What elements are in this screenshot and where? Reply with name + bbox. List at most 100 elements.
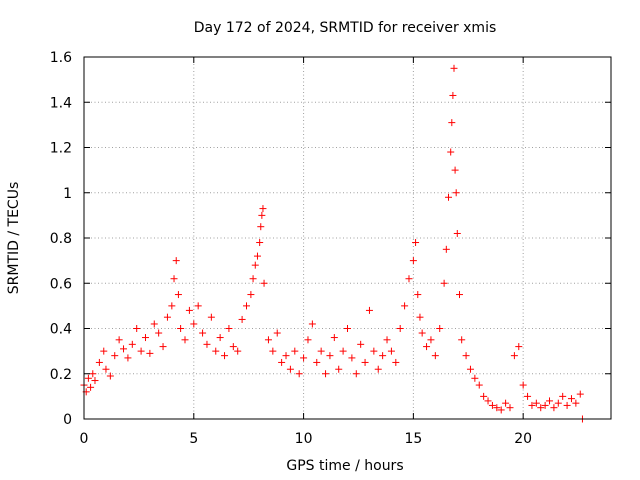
data-point (379, 352, 387, 360)
y-tick-labels: 0 0.2 0.4 0.6 0.8 1 1.2 1.4 1.6 (50, 50, 72, 428)
data-point (409, 257, 417, 265)
data-point (374, 365, 382, 373)
data-point (458, 336, 466, 344)
y-tick-label: 1.4 (50, 95, 72, 111)
data-point (484, 397, 492, 405)
data-point (414, 291, 422, 299)
data-point (453, 229, 461, 237)
data-point (234, 347, 242, 355)
data-point (259, 205, 267, 213)
data-point (493, 404, 501, 412)
data-point (115, 336, 123, 344)
data-point (326, 352, 334, 360)
data-point (251, 261, 259, 269)
data-point (238, 315, 246, 323)
data-point (352, 370, 360, 378)
data-point (163, 313, 171, 321)
data-point (185, 306, 193, 314)
data-point (212, 347, 220, 355)
data-point (155, 329, 163, 337)
data-point (451, 166, 459, 174)
data-point (462, 352, 470, 360)
data-point (146, 349, 154, 357)
data-point (258, 211, 266, 219)
data-point (392, 358, 400, 366)
data-point (291, 347, 299, 355)
data-point (524, 392, 532, 400)
data-point (515, 343, 523, 351)
data-point (448, 119, 456, 127)
y-tick-label: 0 (63, 412, 72, 428)
data-point (440, 279, 448, 287)
data-point (405, 275, 413, 283)
data-point (502, 399, 510, 407)
data-point (286, 365, 294, 373)
data-point (273, 329, 281, 337)
data-point (100, 347, 108, 355)
data-point (124, 354, 132, 362)
data-point (207, 313, 215, 321)
data-point (84, 374, 92, 382)
data-point (330, 334, 338, 342)
data-point (190, 320, 198, 328)
data-point (455, 291, 463, 299)
data-point (401, 302, 409, 310)
data-point (221, 352, 229, 360)
x-tick-labels: 0 5 10 15 20 (80, 431, 533, 447)
data-point (387, 347, 395, 355)
data-point (519, 381, 527, 389)
grid (84, 57, 611, 419)
data-point (436, 325, 444, 332)
data-point (106, 372, 114, 380)
data-point (383, 336, 391, 344)
data-point (295, 370, 303, 378)
data-point (416, 313, 424, 321)
data-point (488, 401, 496, 409)
data-point (111, 352, 119, 360)
data-point (361, 358, 369, 366)
data-point (304, 336, 312, 344)
data-point (141, 334, 149, 342)
data-point (89, 370, 97, 378)
data-point (256, 239, 264, 247)
data-point (229, 343, 237, 351)
data-point (260, 279, 268, 287)
data-point (396, 325, 404, 332)
data-point (466, 365, 474, 373)
chart-title: Day 172 of 2024, SRMTID for receiver xmi… (194, 20, 497, 36)
y-axis-label: SRMTID / TECUs (6, 182, 22, 295)
data-point (497, 406, 505, 414)
data-point (546, 397, 554, 405)
data-point (442, 245, 450, 253)
data-point (278, 358, 286, 366)
data-point (269, 347, 277, 355)
data-point (137, 347, 145, 355)
data-point (559, 392, 567, 400)
data-point (357, 340, 365, 348)
data-point (365, 306, 373, 314)
data-point (247, 291, 255, 299)
data-point (317, 347, 325, 355)
y-tick-label: 0.8 (50, 231, 72, 247)
data-point (445, 193, 453, 201)
data-point (300, 354, 308, 362)
data-point (528, 401, 536, 409)
data-point (344, 325, 351, 332)
data-point (216, 334, 224, 342)
x-axis-label: GPS time / hours (286, 458, 403, 474)
data-point (449, 91, 457, 99)
data-point (475, 381, 483, 389)
data-point (177, 325, 185, 332)
data-point (550, 404, 558, 412)
x-tick-label: 10 (295, 431, 313, 447)
y-tick-label: 0.2 (50, 367, 72, 383)
data-point (253, 252, 261, 260)
data-point (102, 365, 110, 373)
data-point (335, 365, 343, 373)
x-tick-label: 0 (80, 431, 89, 447)
data-point (576, 390, 584, 398)
y-tick-label: 1.2 (50, 141, 72, 157)
data-point (480, 392, 488, 400)
data-point (128, 340, 136, 348)
data-point (554, 399, 562, 407)
